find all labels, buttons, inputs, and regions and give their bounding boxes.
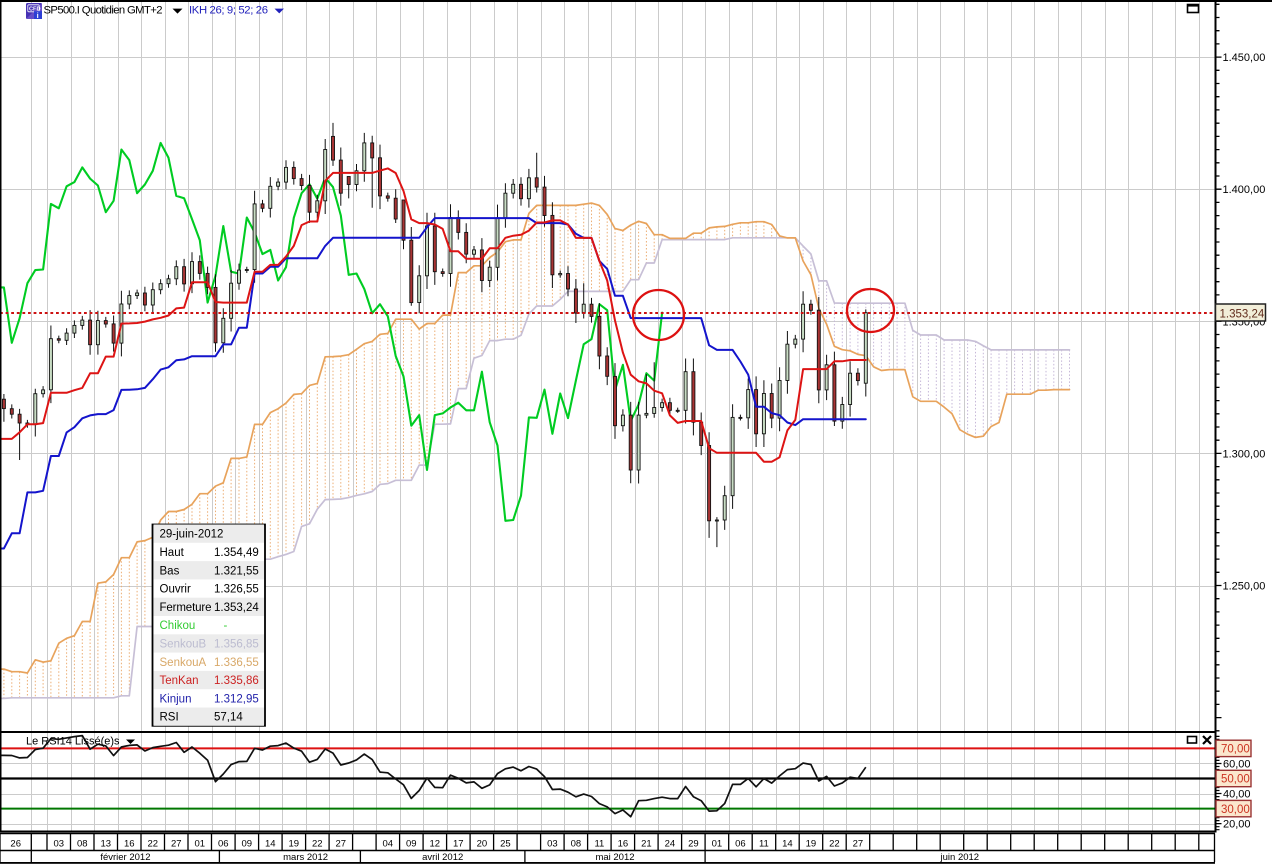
svg-text:17: 17 [453,838,464,849]
svg-text:IKH 26; 9; 52; 26: IKH 26; 9; 52; 26 [189,5,268,17]
svg-text:29: 29 [688,838,699,849]
svg-text:Kinjun: Kinjun [160,693,192,705]
svg-text:1.356,85: 1.356,85 [214,639,259,651]
svg-text:57,14: 57,14 [214,712,243,724]
svg-text:70,00: 70,00 [1221,744,1250,756]
svg-text:27: 27 [171,838,182,849]
svg-text:03: 03 [54,838,65,849]
svg-text:27: 27 [336,838,347,849]
svg-text:06: 06 [735,838,746,849]
svg-text:26: 26 [10,838,21,849]
svg-text:SenkouB: SenkouB [160,639,207,651]
svg-text:11: 11 [759,838,769,849]
svg-text:06: 06 [218,838,229,849]
svg-text:08: 08 [77,838,88,849]
svg-text:1.321,55: 1.321,55 [214,565,259,577]
svg-text:1.450,00: 1.450,00 [1223,52,1266,64]
svg-text:11: 11 [594,838,604,849]
svg-text:12: 12 [430,838,441,849]
svg-text:22: 22 [312,838,323,849]
svg-text:20: 20 [477,838,488,849]
svg-text:60,00: 60,00 [1223,759,1251,771]
svg-text:16: 16 [618,838,629,849]
svg-text:21: 21 [641,838,652,849]
svg-text:01: 01 [195,838,206,849]
svg-text:février 2012: février 2012 [100,852,150,863]
svg-text:08: 08 [571,838,582,849]
svg-text:22: 22 [148,838,159,849]
svg-text:SP500.I Quotidien GMT+2: SP500.I Quotidien GMT+2 [44,5,163,17]
svg-text:Le RSI14 Lissé(e)s: Le RSI14 Lissé(e)s [26,736,120,748]
svg-text:09: 09 [406,838,417,849]
svg-text:16: 16 [124,838,135,849]
svg-text:19: 19 [806,838,817,849]
svg-text:14: 14 [265,838,276,849]
svg-text:CFD: CFD [29,6,41,12]
svg-text:avril 2012: avril 2012 [422,852,463,863]
svg-text:Ouvrir: Ouvrir [160,584,191,596]
svg-text:Fermeture: Fermeture [160,602,212,614]
svg-text:1.353,24: 1.353,24 [1220,308,1265,320]
svg-text:TenKan: TenKan [160,675,199,687]
svg-text:1.326,55: 1.326,55 [214,584,259,596]
svg-text:25: 25 [500,838,511,849]
svg-text:27: 27 [853,838,864,849]
svg-text:1.300,00: 1.300,00 [1223,448,1266,460]
svg-text:RSI: RSI [160,712,179,724]
svg-text:1.250,00: 1.250,00 [1223,581,1266,593]
svg-text:1.354,49: 1.354,49 [214,547,259,559]
svg-text:22: 22 [829,838,840,849]
svg-text:19: 19 [289,838,300,849]
svg-text:Chikou: Chikou [160,620,196,632]
svg-text:juin 2012: juin 2012 [940,852,980,863]
svg-text:1.335,86: 1.335,86 [214,675,259,687]
svg-text:30,00: 30,00 [1221,804,1250,816]
svg-text:20,00: 20,00 [1223,819,1251,831]
svg-text:1.312,95: 1.312,95 [214,693,259,705]
svg-text:1.400,00: 1.400,00 [1223,184,1266,196]
svg-text:SenkouA: SenkouA [160,657,207,669]
svg-text:04: 04 [383,838,394,849]
svg-text:50,00: 50,00 [1221,774,1250,786]
svg-text:-: - [224,620,228,632]
svg-text:29-juin-2012: 29-juin-2012 [160,529,224,541]
svg-text:Bas: Bas [160,565,180,577]
svg-text:mai 2012: mai 2012 [595,852,634,863]
svg-text:09: 09 [242,838,253,849]
svg-text:40,00: 40,00 [1223,789,1251,801]
svg-text:03: 03 [547,838,558,849]
svg-text:mars 2012: mars 2012 [283,852,328,863]
svg-text:14: 14 [782,838,793,849]
svg-text:Haut: Haut [160,547,185,559]
svg-text:13: 13 [101,838,112,849]
svg-text:01: 01 [712,838,723,849]
svg-text:1.336,55: 1.336,55 [214,657,259,669]
svg-text:1.353,24: 1.353,24 [214,602,259,614]
svg-text:24: 24 [665,838,676,849]
svg-text:i: i [37,11,39,20]
